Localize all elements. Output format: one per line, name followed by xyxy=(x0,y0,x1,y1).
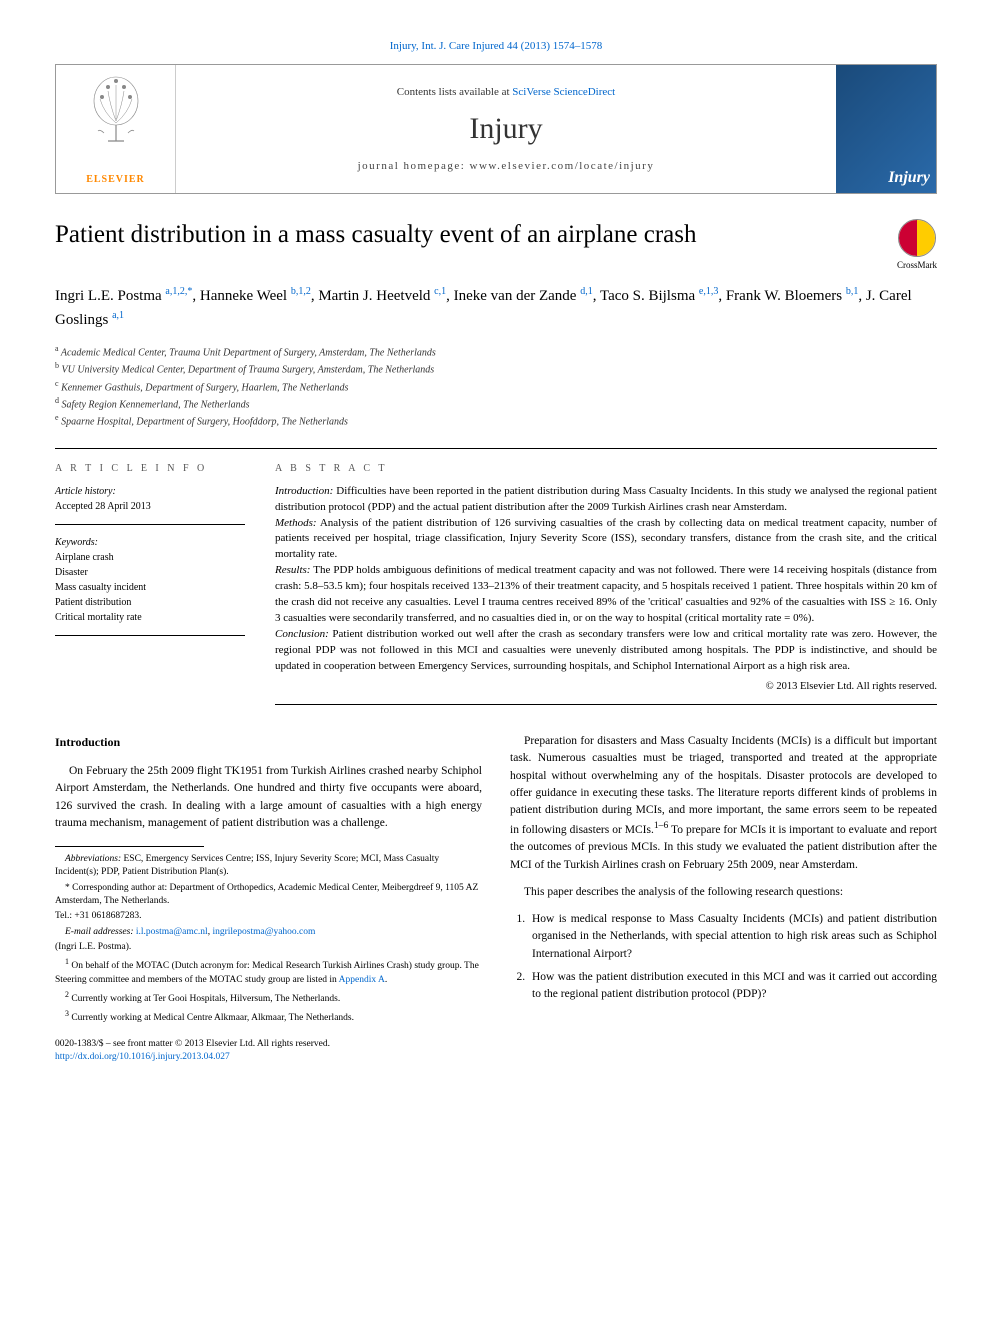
affiliation-line: c Kennemer Gasthuis, Department of Surge… xyxy=(55,378,937,395)
abstract-intro-label: Introduction: xyxy=(275,485,333,497)
footnote-2: 2 Currently working at Ter Gooi Hospital… xyxy=(55,989,482,1006)
affiliation-line: d Safety Region Kennemerland, The Nether… xyxy=(55,395,937,412)
right-p1-text: Preparation for disasters and Mass Casua… xyxy=(510,735,937,836)
email-link-2[interactable]: ingrilepostma@yahoo.com xyxy=(212,927,315,937)
research-question: How was the patient distribution execute… xyxy=(528,969,937,1004)
journal-header-box: ELSEVIER Contents lists available at Sci… xyxy=(55,64,937,194)
keyword: Mass casualty incident xyxy=(55,580,245,595)
crossmark-icon xyxy=(898,219,936,257)
keyword: Airplane crash xyxy=(55,550,245,565)
email-label: E-mail addresses: xyxy=(65,927,134,937)
right-paragraph-2: This paper describes the analysis of the… xyxy=(510,884,937,901)
footnote-emails: E-mail addresses: i.l.postma@amc.nl, ing… xyxy=(55,926,482,939)
homepage-url: www.elsevier.com/locate/injury xyxy=(470,160,655,172)
crossmark-badge[interactable]: CrossMark xyxy=(897,219,937,270)
abstract-heading: A B S T R A C T xyxy=(275,463,937,474)
doi-link[interactable]: http://dx.doi.org/10.1016/j.injury.2013.… xyxy=(55,1052,230,1062)
abstract-column: A B S T R A C T Introduction: Difficulti… xyxy=(275,463,937,705)
note2-text: Currently working at Ter Gooi Hospitals,… xyxy=(69,994,340,1004)
journal-cover-thumb: Injury xyxy=(836,65,936,193)
crossmark-label: CrossMark xyxy=(897,260,937,270)
right-paragraph-1: Preparation for disasters and Mass Casua… xyxy=(510,733,937,874)
sciencedirect-link[interactable]: SciVerse ScienceDirect xyxy=(512,86,615,98)
right-column: Preparation for disasters and Mass Casua… xyxy=(510,733,937,1064)
intro-paragraph-1: On February the 25th 2009 flight TK1951 … xyxy=(55,763,482,832)
keyword: Critical mortality rate xyxy=(55,610,245,625)
keyword: Patient distribution xyxy=(55,595,245,610)
history-value: Accepted 28 April 2013 xyxy=(55,499,245,514)
article-info-heading: A R T I C L E I N F O xyxy=(55,463,245,474)
left-column: Introduction On February the 25th 2009 f… xyxy=(55,733,482,1064)
citation-link[interactable]: Injury, Int. J. Care Injured 44 (2013) 1… xyxy=(390,40,603,52)
ref-link-1-6[interactable]: 1–6 xyxy=(654,820,668,831)
email-link-1[interactable]: i.l.postma@amc.nl xyxy=(136,927,208,937)
history-label: Article history: xyxy=(55,484,245,499)
publisher-name: ELSEVIER xyxy=(86,174,145,185)
author-list: Ingri L.E. Postma a,1,2,*, Hanneke Weel … xyxy=(55,284,937,331)
footnote-3: 3 Currently working at Medical Centre Al… xyxy=(55,1008,482,1025)
cover-label: Injury xyxy=(888,169,930,187)
article-title: Patient distribution in a mass casualty … xyxy=(55,219,877,252)
front-matter-line: 0020-1383/$ – see front matter © 2013 El… xyxy=(55,1038,482,1051)
abstract-methods-label: Methods: xyxy=(275,517,317,529)
article-info-column: A R T I C L E I N F O Article history: A… xyxy=(55,463,245,705)
contents-prefix: Contents lists available at xyxy=(397,86,512,98)
homepage-prefix: journal homepage: xyxy=(358,160,470,172)
header-center: Contents lists available at SciVerse Sci… xyxy=(176,65,836,193)
abstract-results: The PDP holds ambiguous definitions of m… xyxy=(275,564,937,624)
running-header: Injury, Int. J. Care Injured 44 (2013) 1… xyxy=(55,40,937,52)
journal-homepage: journal homepage: www.elsevier.com/locat… xyxy=(358,160,655,172)
appendix-link[interactable]: Appendix A xyxy=(339,975,385,985)
journal-name: Injury xyxy=(469,112,542,146)
note1-text: On behalf of the MOTAC (Dutch acronym fo… xyxy=(55,961,479,984)
affiliations: a Academic Medical Center, Trauma Unit D… xyxy=(55,343,937,430)
research-questions-list: How is medical response to Mass Casualty… xyxy=(510,911,937,1003)
abstract-conclusion: Patient distribution worked out well aft… xyxy=(275,628,937,672)
abbrev-label: Abbreviations: xyxy=(65,854,121,864)
footnotes: Abbreviations: ESC, Emergency Services C… xyxy=(55,853,482,1026)
contents-line: Contents lists available at SciVerse Sci… xyxy=(397,86,615,98)
abstract-intro: Difficulties have been reported in the p… xyxy=(275,485,937,513)
affiliation-line: e Spaarne Hospital, Department of Surger… xyxy=(55,412,937,429)
article-history-block: Article history: Accepted 28 April 2013 xyxy=(55,484,245,525)
affiliation-line: b VU University Medical Center, Departme… xyxy=(55,360,937,377)
keywords-block: Keywords: Airplane crashDisasterMass cas… xyxy=(55,535,245,636)
abstract-results-label: Results: xyxy=(275,564,310,576)
keyword: Disaster xyxy=(55,565,245,580)
abstract-methods: Analysis of the patient distribution of … xyxy=(275,517,937,561)
footnote-rule xyxy=(55,846,204,847)
footnote-abbrev: Abbreviations: ESC, Emergency Services C… xyxy=(55,853,482,880)
footnote-1: 1 On behalf of the MOTAC (Dutch acronym … xyxy=(55,956,482,987)
keywords-label: Keywords: xyxy=(55,535,245,550)
elsevier-tree-icon xyxy=(86,73,146,143)
footnote-tel: Tel.: +31 0618687283. xyxy=(55,910,482,923)
body-columns: Introduction On February the 25th 2009 f… xyxy=(55,733,937,1064)
footnote-email-person: (Ingri L.E. Postma). xyxy=(55,941,482,954)
note3-text: Currently working at Medical Centre Alkm… xyxy=(69,1014,354,1024)
research-question: How is medical response to Mass Casualty… xyxy=(528,911,937,963)
footer-block: 0020-1383/$ – see front matter © 2013 El… xyxy=(55,1038,482,1065)
abstract-copyright: © 2013 Elsevier Ltd. All rights reserved… xyxy=(275,679,937,694)
corr-label: * Corresponding author at: xyxy=(65,883,167,893)
footnote-corresponding: * Corresponding author at: Department of… xyxy=(55,882,482,909)
abstract-text: Introduction: Difficulties have been rep… xyxy=(275,484,937,705)
abstract-conclusion-label: Conclusion: xyxy=(275,628,329,640)
introduction-heading: Introduction xyxy=(55,733,482,751)
publisher-panel: ELSEVIER xyxy=(56,65,176,193)
affiliation-line: a Academic Medical Center, Trauma Unit D… xyxy=(55,343,937,360)
note1-tail: . xyxy=(385,975,387,985)
